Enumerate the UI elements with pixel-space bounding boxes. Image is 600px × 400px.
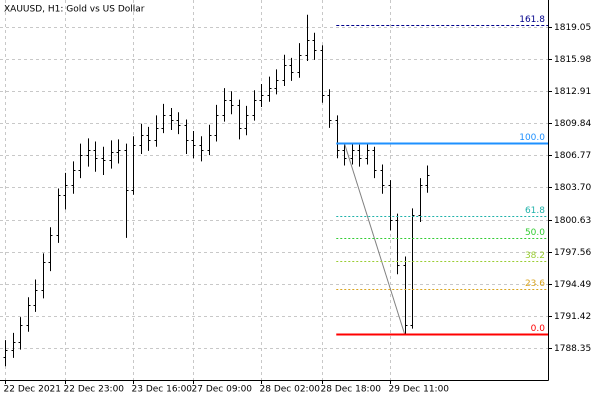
y-tick-label: 1809.84 <box>554 119 591 129</box>
chart-title: XAUUSD, H1: Gold vs US Dollar <box>4 5 145 15</box>
plot-area: 161.8 100.0 61.8 50.0 38.2 23.6 0.0 <box>3 14 548 367</box>
y-tick-label: 1794.49 <box>554 280 591 290</box>
y-tick-label: 1797.56 <box>554 248 591 258</box>
x-tick-label: 22 Dec 23:00 <box>64 385 125 395</box>
y-tick-label: 1815.98 <box>554 55 591 65</box>
fib-level-label: 38.2 <box>525 251 545 261</box>
x-tick-label: 29 Dec 11:00 <box>389 385 450 395</box>
y-tick-label: 1803.70 <box>554 183 591 193</box>
fib-level-label: 23.6 <box>525 279 545 289</box>
y-tick-label: 1812.91 <box>554 87 591 97</box>
fib-level-label: 0.0 <box>531 324 546 334</box>
axes: 1819.05 1815.98 1812.91 1809.84 1806.77 1803.… <box>0 0 591 395</box>
y-tick-label: 1791.42 <box>554 312 591 322</box>
y-tick-label: 1788.35 <box>554 344 591 354</box>
x-tick-label: 27 Dec 09:00 <box>192 385 253 395</box>
fib-level-label: 50.0 <box>525 228 545 238</box>
y-tick-label: 1806.77 <box>554 151 591 161</box>
grid <box>0 0 548 380</box>
y-tick-label: 1819.05 <box>554 23 591 33</box>
fib-level-label: 61.8 <box>525 206 545 216</box>
x-tick-label: 22 Dec 2021 <box>4 385 62 395</box>
fib-trend-line <box>343 142 406 335</box>
x-tick-label: 28 Dec 02:00 <box>260 385 321 395</box>
fib-level-label: 161.8 <box>519 15 545 25</box>
x-tick-label: 23 Dec 16:00 <box>132 385 193 395</box>
y-tick-label: 1800.63 <box>554 216 591 226</box>
fib-level-label: 100.0 <box>519 133 545 143</box>
x-tick-label: 28 Dec 18:00 <box>321 385 382 395</box>
